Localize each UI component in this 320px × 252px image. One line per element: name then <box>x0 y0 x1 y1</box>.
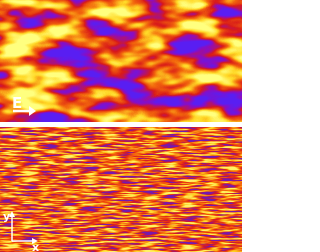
field-label: E <box>12 94 22 112</box>
x-axis-label: x <box>32 241 39 252</box>
bottom-heatmap <box>0 127 242 252</box>
y-axis-label: y <box>3 210 10 223</box>
y-arrowhead <box>9 211 15 217</box>
top-heatmap <box>0 0 242 122</box>
field-arrowhead <box>29 106 36 116</box>
figure: E y x <box>0 0 242 252</box>
x-arrowhead <box>32 238 38 244</box>
